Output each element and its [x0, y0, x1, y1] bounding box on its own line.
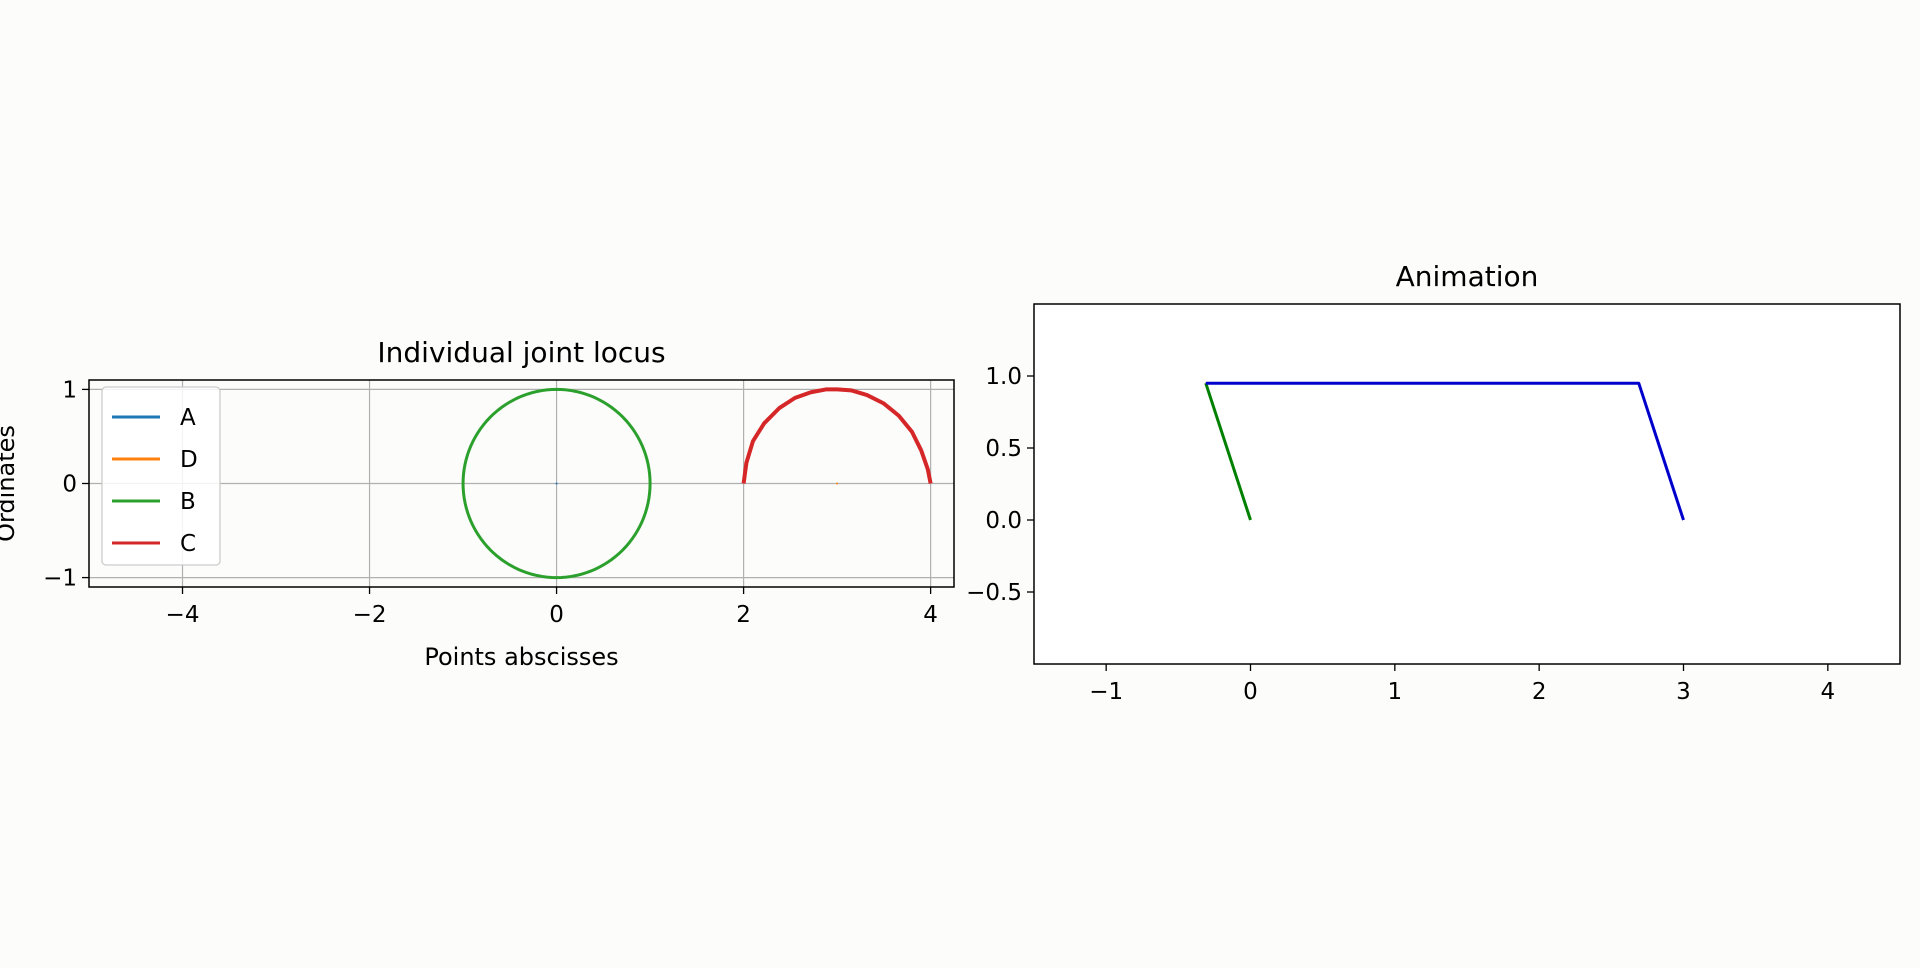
y-tick-label: 0.0	[985, 508, 1022, 534]
joint-locus-title: Individual joint locus	[377, 336, 665, 369]
y-tick-label: −0.5	[966, 580, 1022, 606]
legend-label: B	[180, 489, 196, 515]
animation-ticks: −1 0 1 2 3 4 −0.5 0.0 0.5 1.0	[966, 364, 1835, 705]
linkage-segment-0	[1204, 382, 1252, 521]
x-tick-label: 2	[1532, 679, 1547, 705]
joint-locus-y-axis-label: Ordinates	[0, 425, 20, 542]
legend-label: D	[180, 447, 198, 473]
joint-locus-chart: Individual joint locus −4 −2 0 2 4 −1 0 1 Point…	[0, 336, 955, 671]
series-C-line	[741, 387, 933, 484]
joint-locus-ticks: −4 −2 0 2 4 −1 0 1	[43, 377, 938, 628]
legend-box	[101, 386, 221, 566]
x-tick-label: 3	[1676, 679, 1691, 705]
x-tick-label: 1	[1388, 679, 1403, 705]
legend-label: A	[180, 405, 196, 431]
y-tick-label: 1	[62, 377, 77, 403]
x-tick-label: −2	[353, 602, 387, 628]
animation-series	[1204, 381, 1685, 521]
x-tick-label: 4	[923, 602, 938, 628]
x-tick-label: −4	[166, 602, 200, 628]
x-tick-label: 4	[1821, 679, 1836, 705]
joint-locus-series	[461, 387, 933, 580]
y-tick-label: 1.0	[985, 364, 1022, 390]
animation-plot-background	[1034, 304, 1900, 664]
x-tick-label: 0	[549, 602, 564, 628]
series-B-line	[461, 387, 652, 580]
y-tick-label: 0.5	[985, 436, 1022, 462]
legend-label: C	[180, 531, 196, 557]
y-tick-label: 0	[62, 472, 77, 498]
joint-locus-x-axis-label: Points abscisses	[424, 643, 618, 671]
x-tick-label: −1	[1089, 679, 1123, 705]
linkage-segment-1	[1205, 381, 1685, 521]
y-tick-label: −1	[43, 566, 77, 592]
series-D-point	[836, 482, 839, 485]
x-tick-label: 0	[1243, 679, 1258, 705]
animation-plot-frame	[1033, 303, 1901, 665]
x-tick-label: 2	[736, 602, 751, 628]
series-A-point	[555, 482, 558, 485]
animation-chart: Animation −1 0 1 2 3 4 −0.5 0.0 0.5 1.0	[966, 260, 1901, 705]
animation-title: Animation	[1396, 260, 1539, 293]
